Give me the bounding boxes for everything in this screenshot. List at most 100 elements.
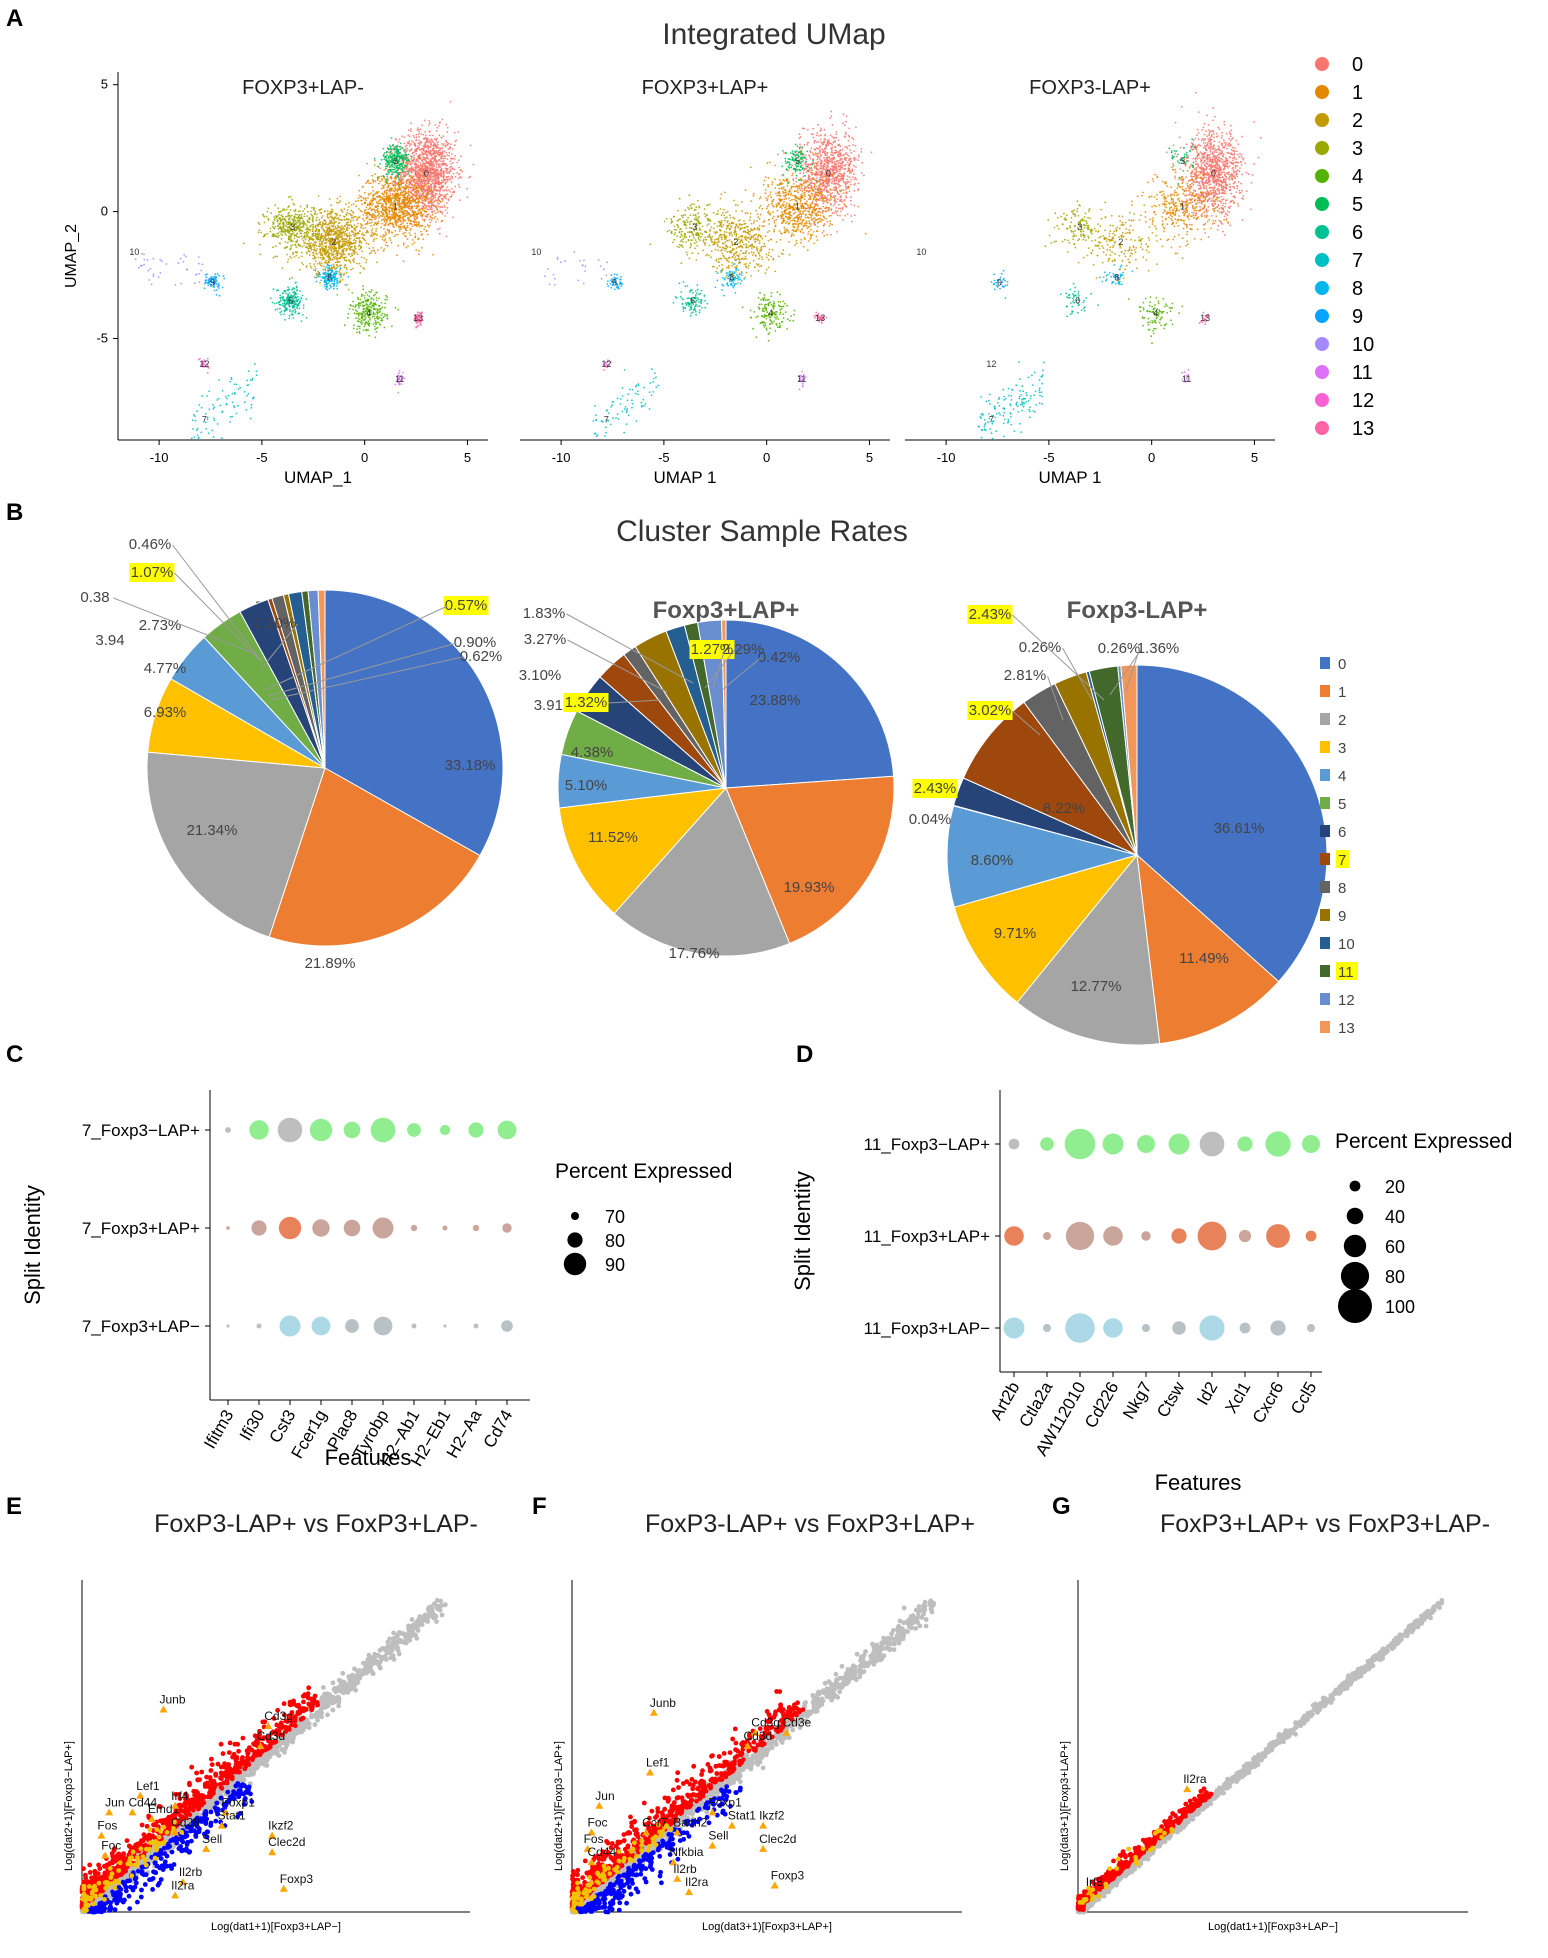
umap-point [421,152,424,154]
umap-point [262,213,264,216]
umap-point [243,390,246,393]
umap-point [218,294,221,297]
umap-point [397,218,400,220]
umap-point [294,308,297,311]
umap-point [426,224,429,227]
umap-point [343,216,346,218]
umap-point [363,211,366,214]
umap-point [345,248,348,251]
umap-point [291,288,293,291]
umap-point [355,200,357,203]
umap-point [311,223,314,226]
umap-point [446,168,448,171]
umap-point [437,211,439,214]
umap-point [401,207,404,210]
umap-point [287,286,289,289]
umap-point [437,177,440,180]
umap-point [386,296,389,299]
umap-point [416,129,419,132]
umap-point [402,189,405,192]
umap-point [421,163,424,166]
umap-point [456,161,458,164]
umap-point [353,247,356,249]
umap-point [229,416,232,418]
umap-point [312,220,314,223]
umap-point [288,217,290,220]
umap-point [207,432,210,435]
umap-point [299,290,301,292]
umap-point [307,228,310,231]
umap-point [438,125,440,127]
umap-point [281,216,284,218]
umap-point [354,304,357,307]
umap-point [399,177,401,180]
umap-point [423,184,426,187]
umap-point [429,176,432,178]
umap-point [333,282,336,285]
umap-point [314,225,317,228]
umap-point [435,151,438,154]
umap-point [420,181,423,183]
umap-point [389,198,391,200]
umap-point [396,169,399,172]
umap-point [421,153,423,156]
umap-point [284,232,286,235]
umap-point [381,222,383,225]
umap-point [362,319,365,322]
umap-point [333,253,335,256]
umap-point [276,308,279,310]
umap-point [316,248,319,250]
umap-point [290,234,292,237]
umap-point [287,196,290,199]
umap-point [407,153,410,156]
umap-point [381,215,384,218]
umap-point [429,153,432,156]
umap-cluster-label: 7 [202,415,207,425]
umap-point [319,252,322,254]
umap-point [400,176,403,179]
umap-point [355,205,357,208]
umap-point [364,227,367,229]
umap-point [442,160,444,163]
umap-point [343,259,346,261]
umap-point [375,237,378,240]
umap-point [343,234,346,237]
umap-point [290,214,293,217]
umap-point [364,223,367,226]
umap-point [292,317,295,319]
umap-point [272,227,275,229]
umap-point [380,202,382,205]
umap-point [442,189,444,192]
umap-point [395,138,398,141]
umap-point [357,314,360,317]
umap-point [410,180,413,182]
umap-point [394,189,397,191]
umap-point [160,260,163,263]
umap-point [415,179,417,181]
umap-point [364,323,367,326]
umap-point [223,277,226,280]
umap-point [411,200,413,202]
umap-point [351,226,354,228]
umap-point [150,283,153,286]
umap-point [375,227,378,230]
umap-point [402,170,405,173]
umap-point [249,379,252,382]
umap-point [413,217,416,220]
umap-point [395,171,397,173]
umap-point [450,181,453,184]
umap-plots: FOXP3+LAP--10 -5 0 550-5UMAP_2UMAP_10123456… [63,72,1275,487]
umap-point [423,185,426,188]
umap-point [218,284,220,287]
umap-point [207,282,209,285]
umap-point [408,143,411,145]
umap-point [395,148,398,151]
umap-point [413,158,415,161]
umap-point [303,232,306,234]
umap-point [297,295,299,298]
umap-point [335,217,338,220]
umap-point [375,311,378,314]
umap-point [362,311,365,314]
umap-point [384,238,387,241]
umap-point [393,212,396,214]
